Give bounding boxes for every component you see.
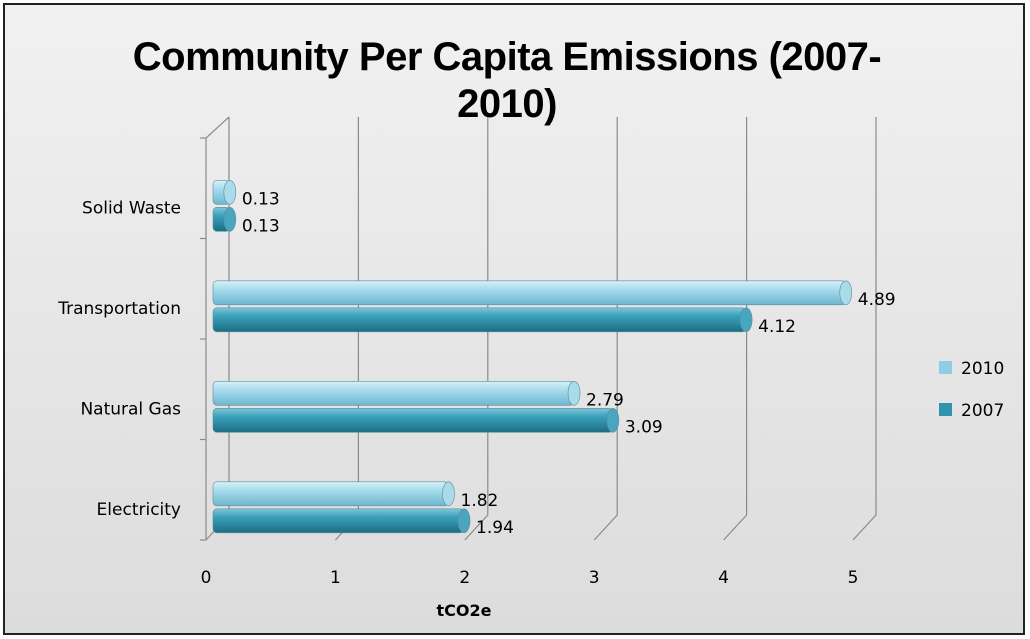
grid-line: [723, 117, 748, 541]
bar-cap: [223, 179, 237, 205]
bar-2010-natural-gas: [212, 380, 575, 406]
axes: [200, 116, 230, 541]
chart-title-line-1: Community Per Capita Emissions (2007-: [133, 35, 881, 79]
x-tick-label: 5: [848, 568, 859, 588]
bar-2010-electricity: [212, 481, 449, 507]
bar-cap: [839, 280, 853, 306]
data-label: 3.09: [625, 417, 663, 437]
bar-cap: [567, 380, 581, 406]
category-labels: Electricity Natural Gas Transportation Soli…: [57, 198, 181, 520]
bar-cap: [606, 407, 620, 433]
bar-2007-electricity: [212, 508, 465, 534]
data-label: 1.94: [476, 518, 514, 538]
grid-line: [593, 117, 618, 541]
data-labels: 1.82 1.94 2.793.09 4.89 4.12 0.13 0.13: [242, 189, 896, 538]
bar-cap: [223, 206, 237, 232]
x-axis-label: tCO2e: [437, 601, 492, 620]
bar-2007-transportation: [212, 307, 747, 333]
bars: [212, 179, 853, 534]
data-label: 2.79: [586, 390, 624, 410]
x-tick-labels: 0 1 2 3 4 5: [201, 568, 859, 588]
x-tick-label: 4: [718, 568, 729, 588]
legend: 2010 2007: [939, 359, 1004, 421]
legend-label: 2007: [961, 401, 1004, 421]
category-label: Transportation: [57, 299, 181, 319]
x-tick-label: 3: [589, 568, 600, 588]
data-label: 0.13: [242, 189, 280, 209]
x-tick-label: 0: [201, 568, 212, 588]
legend-label: 2010: [961, 359, 1004, 379]
category-label: Electricity: [97, 500, 181, 520]
data-label: 4.12: [758, 317, 796, 337]
chart-title-line-2: 2010): [457, 82, 557, 126]
data-label: 4.89: [858, 290, 896, 310]
grid-line: [464, 117, 489, 541]
category-label: Natural Gas: [80, 399, 181, 419]
bar-2010-transportation: [212, 280, 847, 306]
data-label: 0.13: [242, 216, 280, 236]
legend-swatch: [939, 403, 952, 416]
grid-line: [852, 117, 877, 541]
bar-2007-natural-gas: [212, 407, 614, 433]
bar-cap: [739, 307, 753, 333]
legend-swatch: [939, 361, 952, 374]
data-label: 1.82: [461, 491, 499, 511]
x-tick-label: 1: [330, 568, 341, 588]
x-tick-label: 2: [459, 568, 470, 588]
bar-cap: [442, 481, 455, 507]
category-label: Solid Waste: [82, 198, 181, 218]
bar-cap: [457, 508, 471, 534]
